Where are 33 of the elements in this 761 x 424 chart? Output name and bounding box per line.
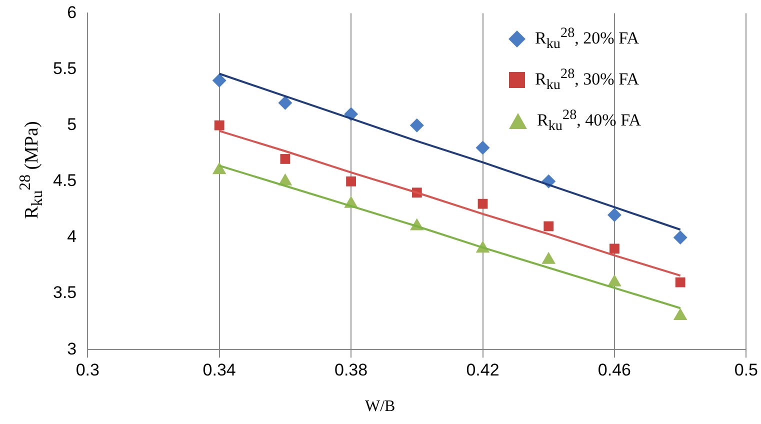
point <box>673 308 688 320</box>
legend-label: R$_{ku}$$^{28}$, 20% FA <box>535 24 640 54</box>
point <box>346 176 356 186</box>
point <box>542 252 556 264</box>
point <box>607 208 622 222</box>
x-axis-title: W/B <box>365 398 396 416</box>
legend-label: R$_{ku}$$^{28}$, 40% FA <box>537 106 642 136</box>
point <box>278 96 292 110</box>
point <box>608 274 622 286</box>
point <box>280 154 290 164</box>
y-tick-label: 4.5 <box>52 171 77 190</box>
point <box>478 198 488 209</box>
y-tick-label: 5.5 <box>52 58 77 78</box>
legend-label: R$_{ku}$$^{28}$, 30% FA <box>535 65 640 96</box>
x-tick-label: 0.38 <box>334 360 368 380</box>
y-tick-label: 3 <box>67 339 77 358</box>
x-tick-label: 0.34 <box>202 360 236 380</box>
point <box>610 244 620 254</box>
point <box>214 120 224 130</box>
point <box>673 230 688 244</box>
y-tick-label: 6 <box>67 2 77 22</box>
x-tick-label: 0.5 <box>734 360 758 380</box>
point <box>675 277 686 288</box>
point <box>544 221 554 232</box>
y-tick-label: 5 <box>67 115 77 134</box>
point <box>476 140 490 155</box>
y-tick-label: 3.5 <box>52 283 77 302</box>
x-tick-label: 0.3 <box>76 360 100 380</box>
point <box>212 73 226 88</box>
y-tick-label: 4 <box>67 227 77 246</box>
x-tick-label: 0.46 <box>598 360 632 380</box>
x-tick-label: 0.42 <box>466 360 500 380</box>
point <box>410 118 424 132</box>
